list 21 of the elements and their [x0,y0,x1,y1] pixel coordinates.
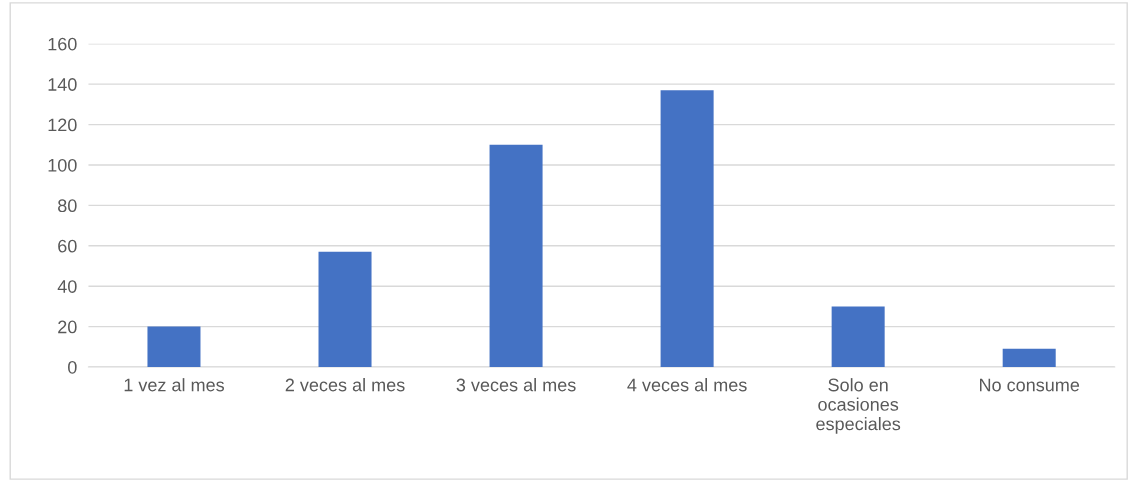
y-tick-label: 100 [48,158,77,172]
bar [318,251,372,367]
y-tick-label: 0 [68,360,77,374]
y-tick-label: 120 [48,118,77,132]
y-tick-label: 140 [48,78,77,91]
y-tick-label: 20 [58,320,77,334]
x-tick-label: Solo en ocasiones especiales [816,378,901,434]
x-tick-label: 3 veces al mes [456,378,576,392]
bar [831,306,885,367]
y-tick-label: 80 [58,199,77,213]
x-tick-label: 2 veces al mes [285,378,405,392]
bar [660,90,714,367]
x-tick-label: 1 vez al mes [124,378,224,392]
bar [489,144,543,367]
x-tick-label: 4 veces al mes [627,378,747,392]
y-tick-label: 160 [48,37,77,51]
bar [147,326,201,367]
x-tick-label: No consume [980,378,1080,392]
y-tick-label: 40 [57,280,77,293]
y-tick-label: 60 [58,239,77,253]
bar [1002,348,1056,367]
